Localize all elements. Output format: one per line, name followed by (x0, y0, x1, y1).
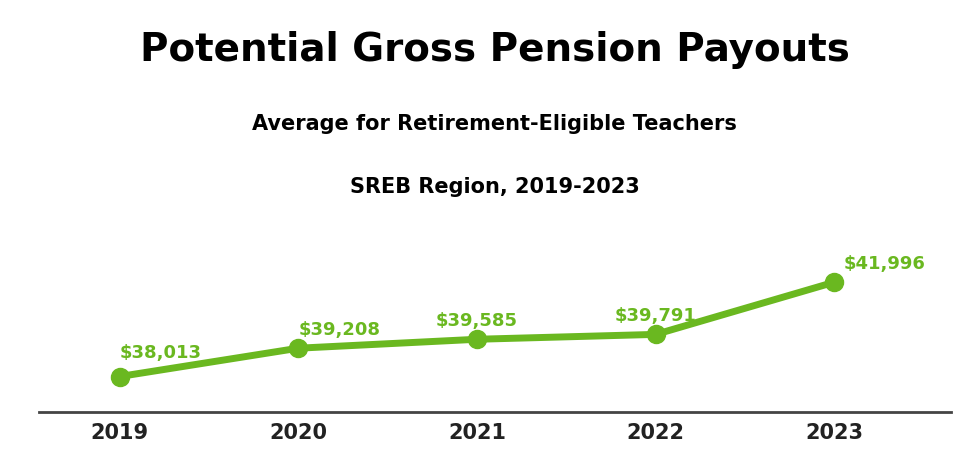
Text: $41,996: $41,996 (844, 255, 925, 273)
Text: Potential Gross Pension Payouts: Potential Gross Pension Payouts (140, 31, 850, 69)
Text: $39,208: $39,208 (298, 321, 380, 339)
Text: SREB Region, 2019-2023: SREB Region, 2019-2023 (350, 177, 640, 197)
Text: $38,013: $38,013 (120, 344, 202, 362)
Text: Average for Retirement-Eligible Teachers: Average for Retirement-Eligible Teachers (253, 114, 737, 134)
Text: $39,585: $39,585 (436, 312, 518, 330)
Text: $39,791: $39,791 (614, 307, 697, 325)
